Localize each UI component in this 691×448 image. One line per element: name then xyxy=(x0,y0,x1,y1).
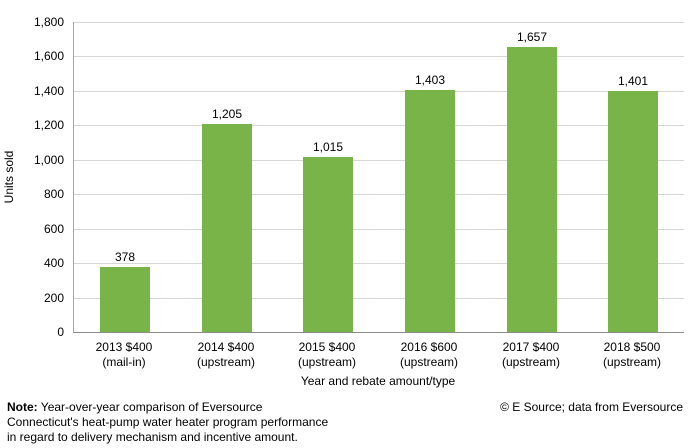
x-category-label: 2013 $400 (mail-in) xyxy=(95,340,153,369)
gridline xyxy=(74,125,684,126)
gridline xyxy=(74,263,684,264)
gridline xyxy=(74,22,684,23)
y-tick-label: 800 xyxy=(43,187,64,201)
y-tick-label: 1,400 xyxy=(33,84,64,98)
gridline xyxy=(74,56,684,57)
plot-area: 378 1,205 1,015 1,403 1,657 1,401 xyxy=(73,22,684,333)
gridline xyxy=(74,298,684,299)
x-category-label: 2018 $500 (upstream) xyxy=(602,340,661,369)
gridline xyxy=(74,160,684,161)
copyright-text: © E Source; data from Eversource xyxy=(500,400,683,414)
y-tick-label: 1,800 xyxy=(33,15,64,29)
gridline xyxy=(74,91,684,92)
x-category-label: 2014 $400 (upstream) xyxy=(196,340,255,369)
bar xyxy=(100,267,150,332)
bar-value-label: 1,205 xyxy=(211,107,243,121)
x-axis-title: Year and rebate amount/type xyxy=(300,374,456,388)
bar xyxy=(608,91,658,332)
bar-value-label: 378 xyxy=(114,250,136,264)
gridline xyxy=(74,194,684,195)
bar xyxy=(202,124,252,332)
bar-value-label: 1,401 xyxy=(617,74,649,88)
note-body: Year-over-year comparison of Eversource … xyxy=(7,400,329,444)
bar-value-label: 1,403 xyxy=(414,73,446,87)
note-text: Note: Year-over-year comparison of Evers… xyxy=(7,400,367,445)
y-tick-label: 600 xyxy=(43,222,64,236)
bar xyxy=(303,157,353,332)
y-tick-label: 0 xyxy=(57,325,64,339)
bar-value-label: 1,015 xyxy=(312,140,344,154)
y-tick-label: 200 xyxy=(43,291,64,305)
x-category-label: 2015 $400 (upstream) xyxy=(297,340,356,369)
y-tick-label: 1,000 xyxy=(33,153,64,167)
bar-value-label: 1,657 xyxy=(516,30,548,44)
bar xyxy=(507,47,557,332)
note-label: Note: xyxy=(7,400,38,414)
gridline xyxy=(74,229,684,230)
y-tick-label: 1,600 xyxy=(33,49,64,63)
x-category-label: 2016 $600 (upstream) xyxy=(399,340,458,369)
x-category-label: 2017 $400 (upstream) xyxy=(501,340,560,369)
bar xyxy=(405,90,455,332)
y-tick-label: 1,200 xyxy=(33,118,64,132)
y-tick-label: 400 xyxy=(43,256,64,270)
